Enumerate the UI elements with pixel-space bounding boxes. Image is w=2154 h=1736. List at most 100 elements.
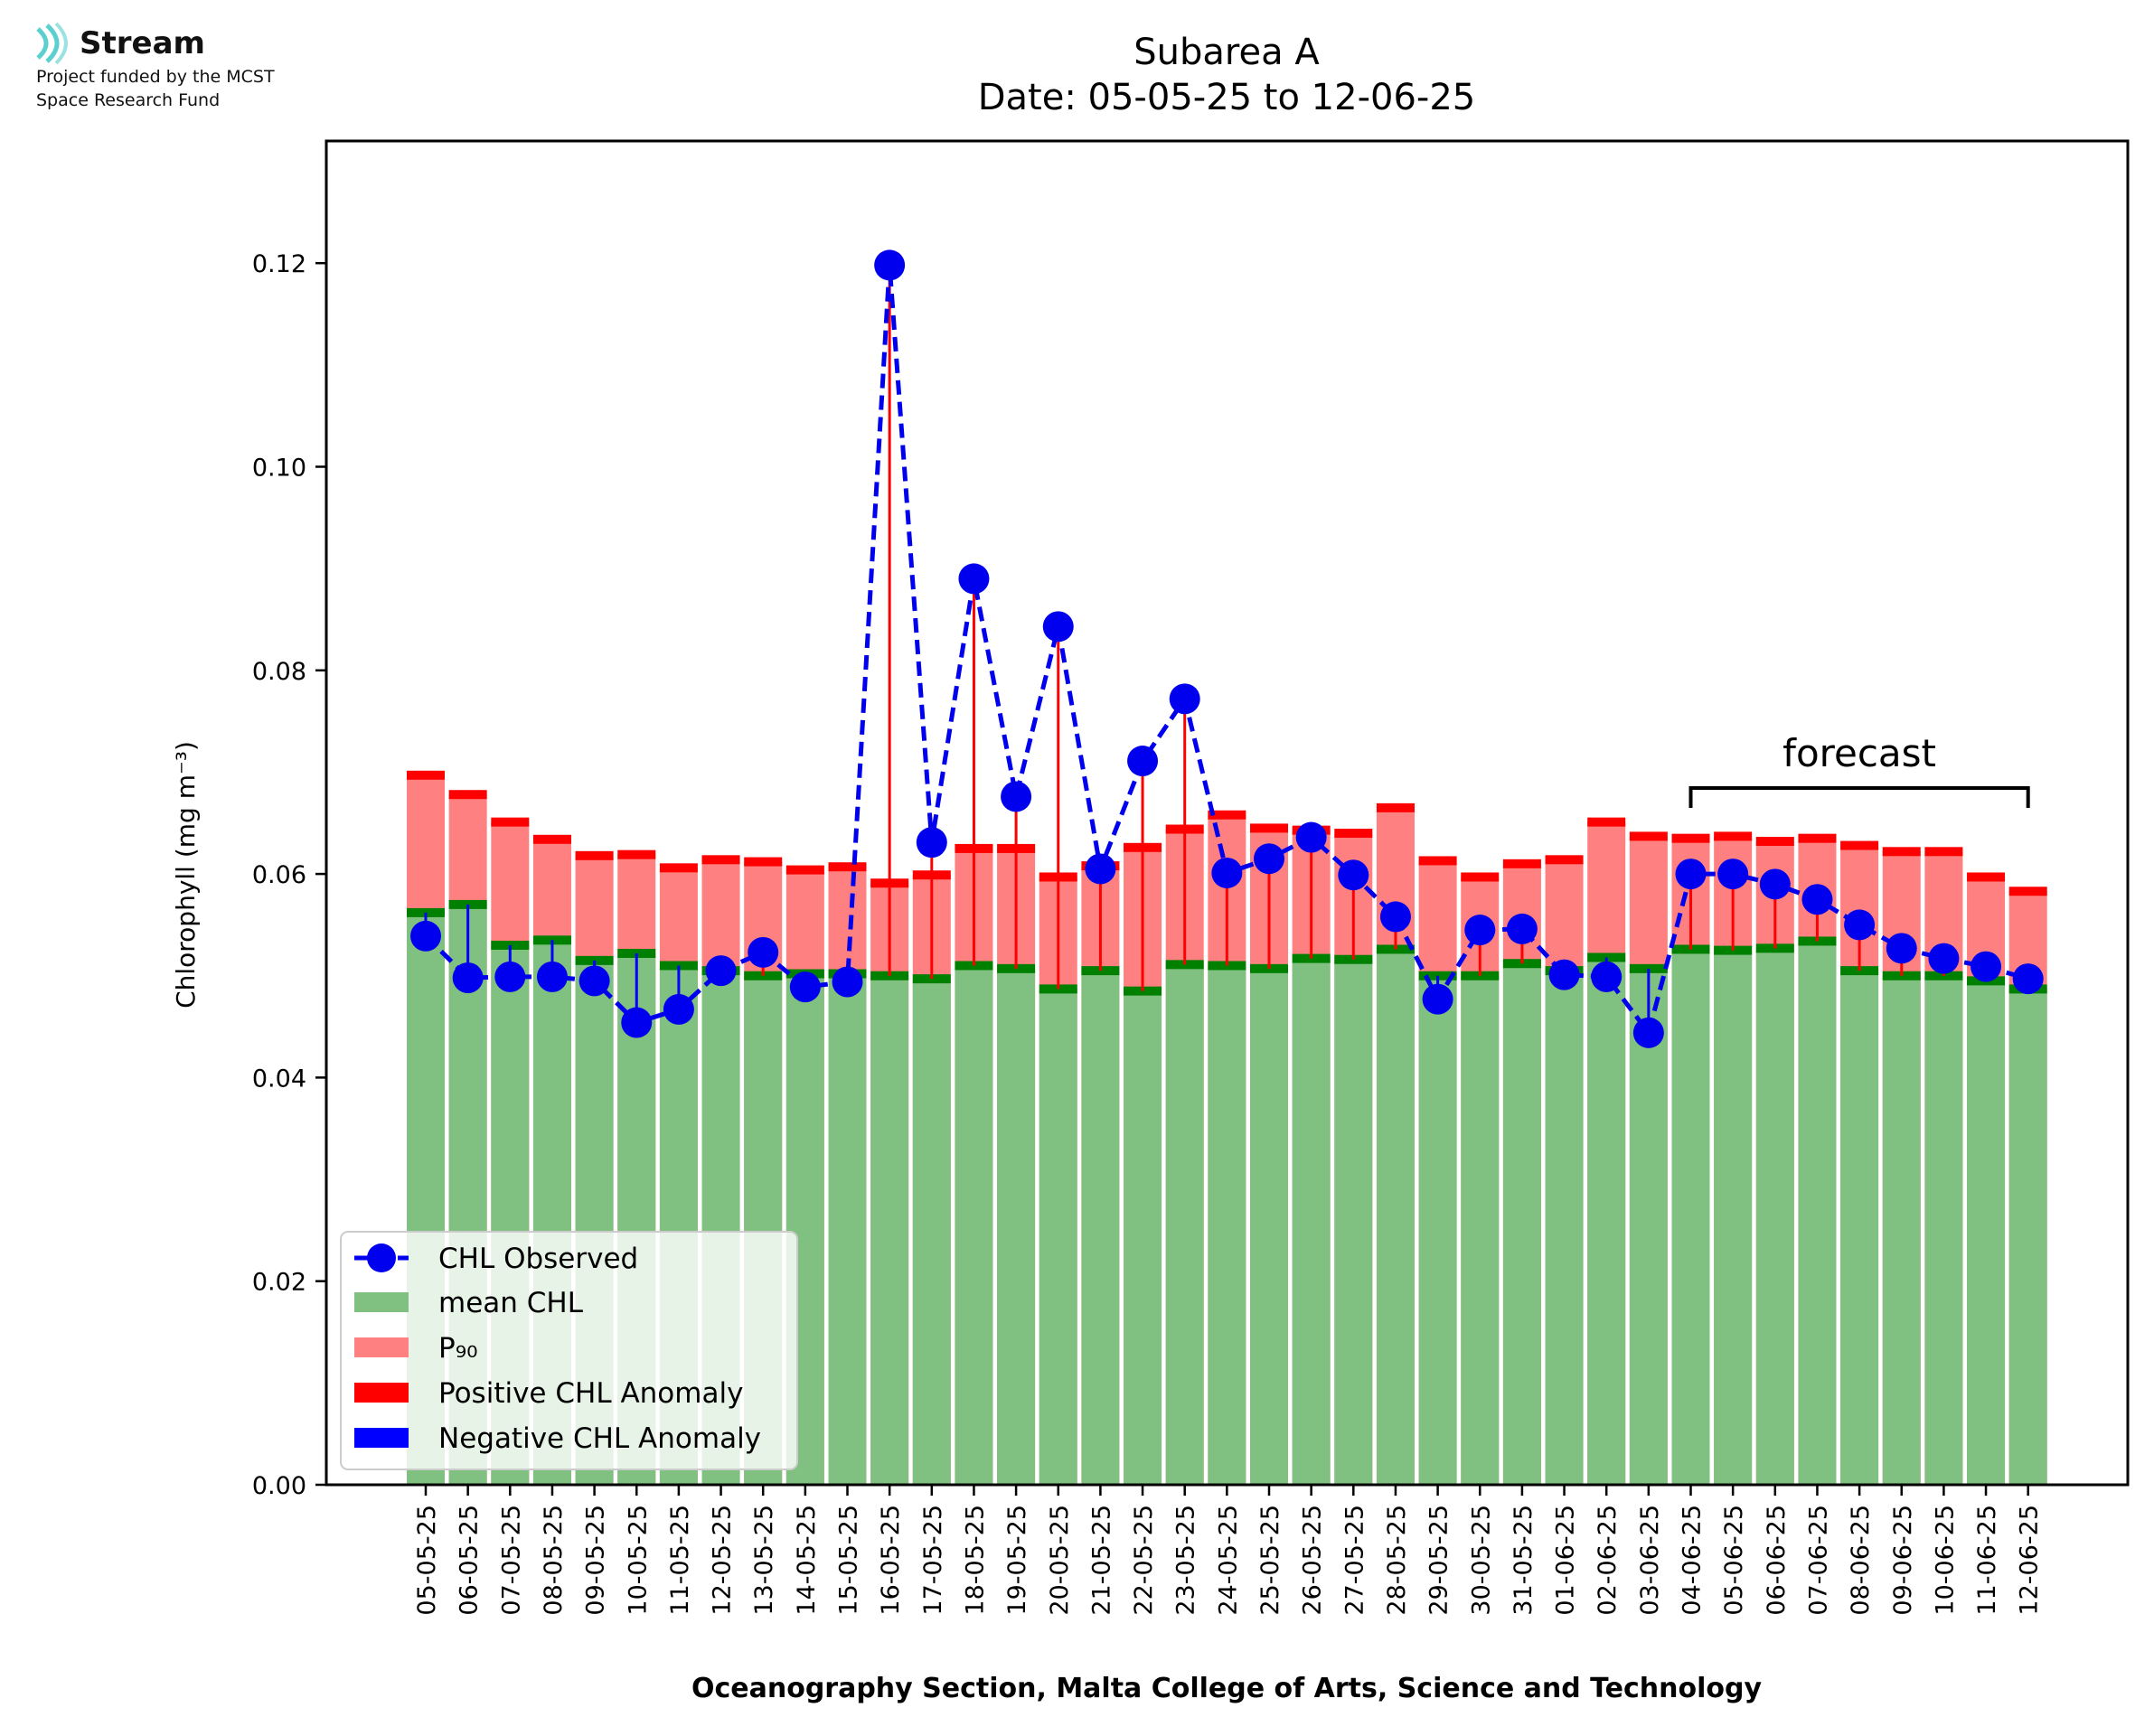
p90-cap bbox=[1418, 856, 1457, 866]
forecast-label: forecast bbox=[1782, 731, 1936, 775]
legend-swatch-mean bbox=[354, 1292, 409, 1312]
mean-bar bbox=[1967, 981, 2006, 1485]
observed-marker bbox=[1254, 843, 1284, 875]
mean-bar bbox=[1334, 959, 1373, 1485]
mean-bar bbox=[1039, 989, 1077, 1485]
x-tick-label: 11-05-25 bbox=[666, 1505, 694, 1616]
mean-bar bbox=[870, 975, 909, 1485]
x-tick-label: 02-06-25 bbox=[1594, 1505, 1622, 1616]
observed-marker bbox=[1928, 943, 1960, 974]
mean-bar bbox=[1461, 975, 1500, 1485]
p90-cap bbox=[1924, 847, 1963, 857]
logo-funding-line-2: Space Research Fund bbox=[36, 90, 221, 110]
chart-subtitle: Date: 05-05-25 to 12-06-25 bbox=[978, 77, 1476, 118]
x-tick-label: 18-05-25 bbox=[961, 1505, 989, 1616]
p90-cap bbox=[1629, 831, 1668, 841]
x-tick-label: 07-06-25 bbox=[1804, 1505, 1832, 1616]
x-tick-label: 25-05-25 bbox=[1256, 1505, 1284, 1616]
x-tick-label: 28-05-25 bbox=[1383, 1505, 1411, 1616]
observed-marker bbox=[1338, 859, 1369, 891]
observed-marker bbox=[1506, 913, 1538, 944]
logo-funding-line-1: Project funded by the MCST bbox=[36, 67, 275, 87]
x-tick-label: 23-05-25 bbox=[1172, 1505, 1200, 1616]
observed-marker bbox=[1085, 853, 1116, 885]
mean-bar bbox=[1671, 949, 1710, 1485]
observed-marker bbox=[874, 249, 906, 281]
y-axis-label: Chlorophyll (mg m⁻³) bbox=[171, 741, 201, 1009]
waves-icon bbox=[36, 22, 68, 65]
observed-marker bbox=[621, 1007, 653, 1038]
p90-cap bbox=[701, 855, 740, 865]
observed-marker bbox=[1548, 959, 1580, 990]
observed-marker bbox=[1464, 915, 1496, 946]
mean-bar bbox=[1798, 941, 1837, 1485]
x-tick-label: 04-06-25 bbox=[1679, 1505, 1707, 1616]
observed-marker bbox=[832, 966, 863, 998]
observed-marker bbox=[789, 971, 821, 1003]
x-tick-label: 03-06-25 bbox=[1636, 1505, 1664, 1616]
x-tick-label: 31-05-25 bbox=[1510, 1505, 1538, 1616]
p90-cap bbox=[2008, 887, 2047, 896]
p90-cap bbox=[744, 857, 783, 867]
x-tick-label: 11-06-25 bbox=[1973, 1505, 2001, 1616]
p90-cap bbox=[1208, 810, 1246, 820]
observed-marker bbox=[1422, 983, 1453, 1015]
p90-cap bbox=[659, 863, 698, 873]
observed-marker bbox=[1632, 1017, 1664, 1048]
observed-marker bbox=[1127, 746, 1159, 777]
legend-box bbox=[340, 1231, 798, 1470]
plot-frame bbox=[325, 139, 2130, 1487]
p90-cap bbox=[1882, 847, 1921, 857]
legend-label-observed: CHL Observed bbox=[438, 1243, 638, 1275]
p90-cap bbox=[1334, 829, 1373, 839]
mean-bar bbox=[1081, 971, 1120, 1485]
y-tick-label: 0.12 bbox=[252, 250, 306, 278]
mean-bar bbox=[912, 979, 951, 1485]
p90-cap bbox=[1967, 872, 2006, 882]
mean-bar bbox=[1292, 958, 1331, 1485]
x-tick-label: 09-05-25 bbox=[582, 1505, 610, 1616]
observed-marker bbox=[452, 962, 484, 993]
p90-cap bbox=[1714, 831, 1753, 841]
legend-swatch-negative bbox=[354, 1428, 409, 1448]
observed-marker bbox=[1759, 868, 1791, 900]
observed-marker bbox=[748, 936, 779, 968]
x-tick-label: 30-05-25 bbox=[1467, 1505, 1495, 1616]
legend-label-negative: Negative CHL Anomaly bbox=[438, 1422, 761, 1455]
x-tick-label: 09-06-25 bbox=[1889, 1505, 1917, 1616]
mean-bar bbox=[828, 973, 867, 1485]
p90-cap bbox=[575, 850, 614, 860]
y-tick-label: 0.02 bbox=[252, 1269, 306, 1297]
observed-marker bbox=[1379, 901, 1411, 933]
legend-label-mean: mean CHL bbox=[438, 1287, 584, 1319]
x-tick-label: 27-05-25 bbox=[1340, 1505, 1369, 1616]
x-tick-label: 29-05-25 bbox=[1425, 1505, 1453, 1616]
p90-cap bbox=[828, 862, 867, 872]
x-tick-label: 05-06-25 bbox=[1720, 1505, 1748, 1616]
observed-marker bbox=[494, 961, 526, 992]
x-tick-label: 10-05-25 bbox=[624, 1505, 652, 1616]
mean-bar bbox=[997, 968, 1036, 1485]
x-tick-label: 21-05-25 bbox=[1087, 1505, 1115, 1616]
x-tick-label: 19-05-25 bbox=[1003, 1505, 1031, 1616]
mean-bar bbox=[1208, 965, 1246, 1485]
observed-marker bbox=[663, 993, 694, 1025]
mean-bar bbox=[1250, 968, 1288, 1485]
legend-swatch-positive bbox=[354, 1383, 409, 1403]
p90-cap bbox=[1376, 802, 1415, 812]
observed-marker bbox=[1801, 884, 1833, 915]
legend: CHL Observed mean CHL P₉₀ Positive CHL A… bbox=[340, 1231, 798, 1470]
x-tick-label: 17-05-25 bbox=[919, 1505, 947, 1616]
mean-bar bbox=[955, 965, 993, 1485]
observed-marker bbox=[1042, 611, 1074, 643]
observed-marker bbox=[578, 965, 610, 997]
p90-cap bbox=[491, 817, 530, 827]
logo-name: Stream bbox=[80, 25, 205, 61]
p90-cap bbox=[785, 865, 824, 875]
observed-marker bbox=[536, 961, 568, 992]
p90-cap bbox=[448, 790, 487, 800]
x-tick-label: 13-05-25 bbox=[750, 1505, 778, 1616]
y-tick-label: 0.00 bbox=[252, 1472, 306, 1500]
y-tick-label: 0.08 bbox=[252, 658, 306, 686]
